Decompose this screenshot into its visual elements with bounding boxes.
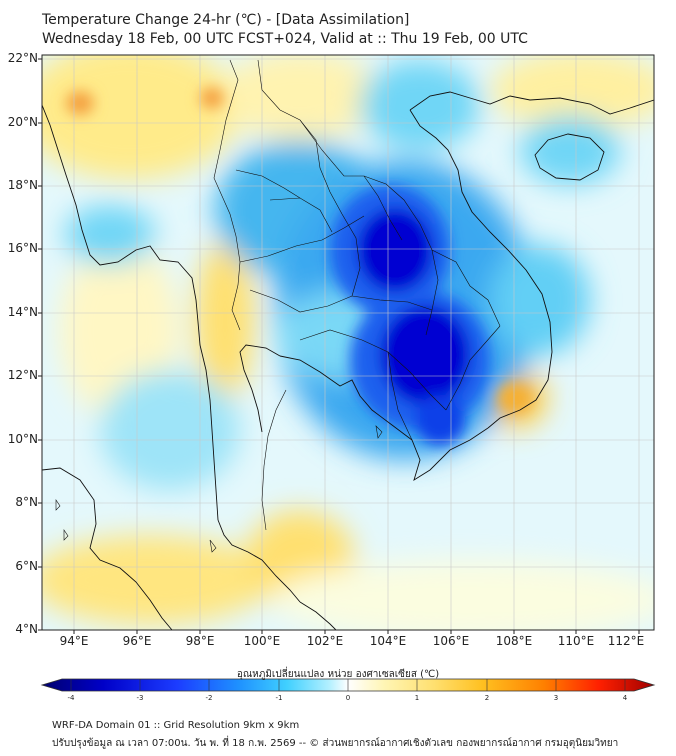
lat-label-22n: 22°N <box>7 51 38 65</box>
lon-label-104e: 104°E <box>369 634 407 648</box>
warm-spot-2 <box>200 87 224 109</box>
footer-model-info: WRF-DA Domain 01 :: Grid Resolution 9km … <box>52 720 300 731</box>
temperature-field <box>42 55 654 630</box>
lon-label-110e: 110°E <box>557 634 595 648</box>
map-frame <box>41 54 655 631</box>
warm-spot-1 <box>66 91 94 115</box>
colorbar-tick-label: 3 <box>553 694 559 702</box>
lon-label-100e: 100°E <box>243 634 281 648</box>
lat-label-4n: 4°N <box>15 622 38 636</box>
coastlines <box>42 91 654 630</box>
lat-label-14n: 14°N <box>7 305 38 319</box>
lat-label-8n: 8°N <box>15 495 38 509</box>
colorbar-label: อุณหภูมิเปลี่ยนแปลง หน่วย องศาเซลเซียส (… <box>236 669 440 680</box>
colorbar-tick-label: -1 <box>275 694 283 702</box>
coast-china-south <box>409 91 654 115</box>
lat-label-6n: 6°N <box>15 559 38 573</box>
warm-spot-3 <box>497 382 533 414</box>
lat-label-16n: 16°N <box>7 241 38 255</box>
coast-malaysia <box>42 467 173 630</box>
footer-credit: ปรับปรุงข้อมูล ณ เวลา 07:00น. วัน พ. ที่… <box>52 738 619 749</box>
warm-area-northeast <box>490 55 654 130</box>
colorbar-tick-label: 4 <box>622 694 628 702</box>
cold-core-south <box>380 305 470 405</box>
lon-label-112e: 112°E <box>607 634 645 648</box>
coast-peninsula-east <box>217 519 301 603</box>
cold-core-north <box>357 208 433 292</box>
colorbar-tick-label: -4 <box>67 694 75 702</box>
lon-label-94e: 94°E <box>59 634 89 648</box>
lon-label-98e: 98°E <box>185 634 215 648</box>
coast-peninsula-west <box>239 344 281 433</box>
warm-area-southwest <box>42 535 270 625</box>
lon-label-102e: 102°E <box>306 634 344 648</box>
warm-area-northwest <box>42 55 240 180</box>
lon-label-96e: 96°E <box>122 634 152 648</box>
axis-ticks <box>38 58 640 634</box>
map-title: Temperature Change 24-hr (℃) - [Data Ass… <box>42 12 410 28</box>
islands <box>55 425 383 553</box>
colorbar-tick-label: 1 <box>414 694 420 702</box>
colorbar-tick-label: 0 <box>345 694 351 702</box>
borders <box>213 59 501 531</box>
colorbar-tick-label: -2 <box>205 694 213 702</box>
coast-vietnam <box>409 109 553 429</box>
colorbar-tick-label: 2 <box>484 694 490 702</box>
coast-gulf-of-thailand <box>279 355 489 482</box>
map-subtitle: Wednesday 18 Feb, 00 UTC FCST+024, Valid… <box>42 31 528 47</box>
lon-label-108e: 108°E <box>495 634 533 648</box>
lat-label-18n: 18°N <box>7 178 38 192</box>
coast-myanmar-west <box>42 104 219 521</box>
colorbar-ticks <box>70 679 626 691</box>
colorbar-tick-label: -3 <box>136 694 144 702</box>
lat-label-10n: 10°N <box>7 432 38 446</box>
lat-label-20n: 20°N <box>7 115 38 129</box>
lat-label-12n: 12°N <box>7 368 38 382</box>
lon-label-106e: 106°E <box>432 634 470 648</box>
hainan-island <box>534 133 605 181</box>
